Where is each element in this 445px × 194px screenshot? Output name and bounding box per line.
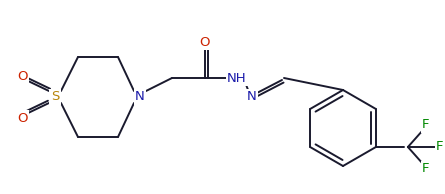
Text: NH: NH	[227, 72, 247, 85]
Text: S: S	[51, 90, 59, 104]
Text: N: N	[247, 90, 257, 104]
Text: F: F	[422, 119, 430, 132]
Text: O: O	[17, 112, 27, 125]
Text: F: F	[436, 140, 444, 153]
Text: O: O	[200, 36, 210, 48]
Text: O: O	[17, 69, 27, 82]
Text: N: N	[135, 90, 145, 104]
Text: F: F	[422, 163, 430, 176]
